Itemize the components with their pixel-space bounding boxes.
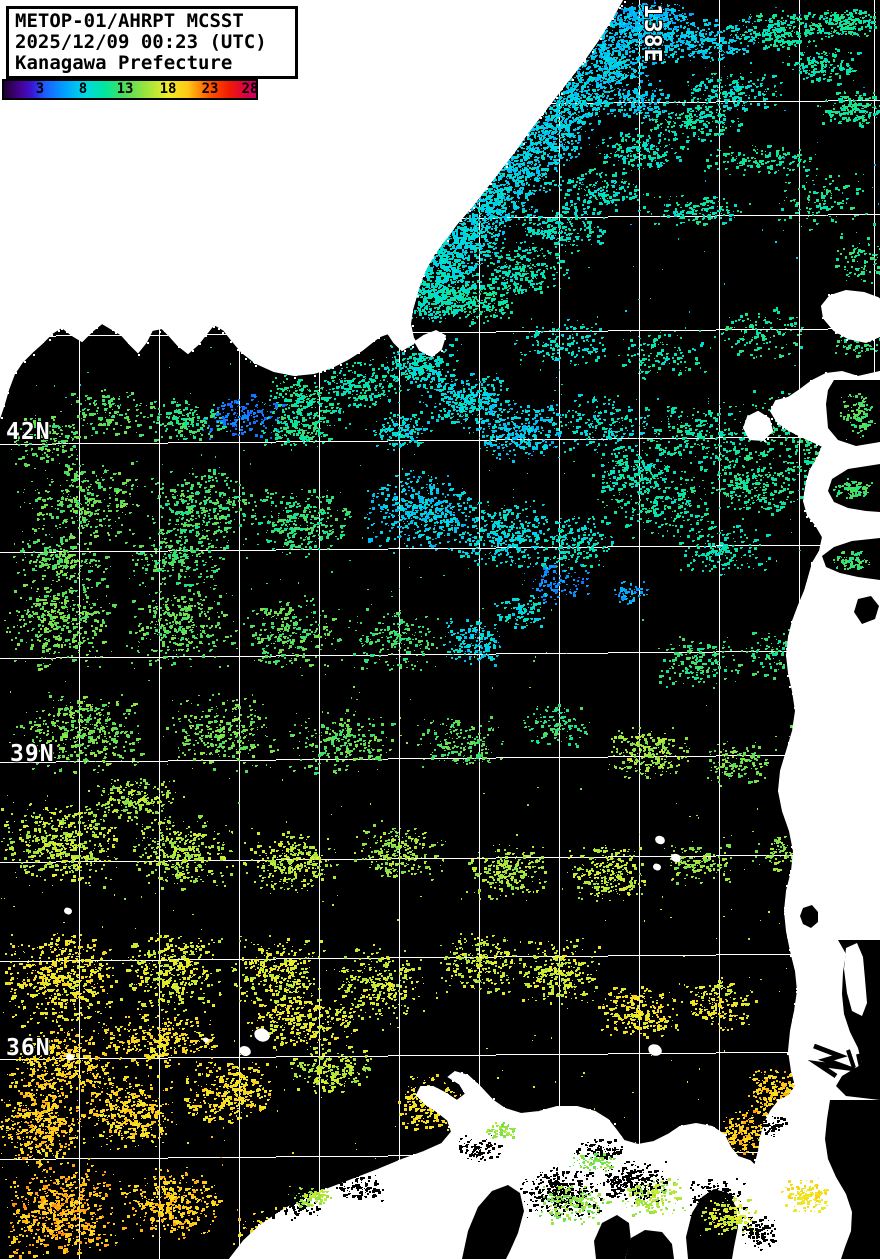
longitude-label: 138E	[639, 4, 665, 64]
colorbar-tick-label: 28	[241, 81, 259, 97]
observation-timestamp: 2025/12/09 00:23 (UTC)	[15, 31, 267, 53]
station-location: Kanagawa Prefecture	[15, 52, 233, 74]
colorbar-tick-label: 8	[78, 81, 88, 97]
latitude-label: 39N	[10, 741, 55, 767]
colorbar-tick-label: 18	[159, 81, 177, 97]
latitude-label: 42N	[6, 419, 51, 445]
colorbar-tick-label: 13	[116, 81, 134, 97]
satellite-product-title: METOP-01/AHRPT MCSST	[15, 10, 244, 32]
colorbar-tick-label: 23	[201, 81, 219, 97]
temperature-colorbar: 3 8 13 18 23 28	[2, 79, 258, 100]
colorbar-tick-label: 3	[35, 81, 45, 97]
title-box: METOP-01/AHRPT MCSST 2025/12/09 00:23 (U…	[6, 6, 298, 79]
latitude-label: 36N	[6, 1035, 51, 1061]
